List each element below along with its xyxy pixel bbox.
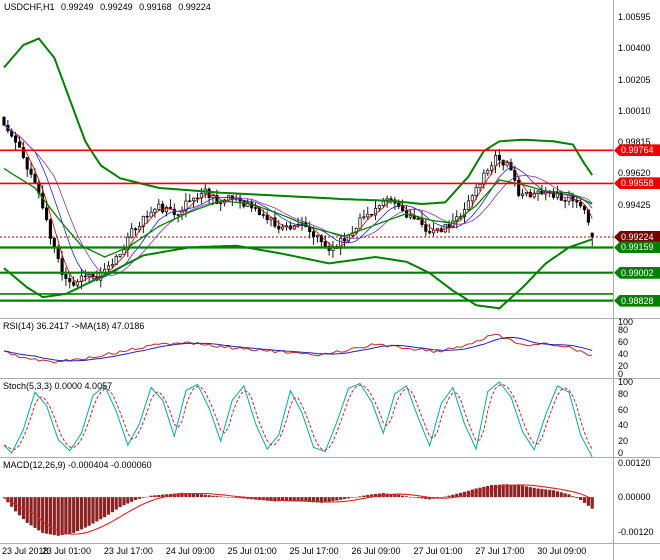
price-axis-label: 40 bbox=[618, 420, 629, 431]
current-price-label[interactable]: 0.99224 bbox=[614, 231, 660, 244]
time-axis-label: 23 Jul 2018 bbox=[2, 546, 49, 556]
time-axis-label: 27 Jul 01:00 bbox=[413, 546, 463, 556]
price-axis-label: 0.00120 bbox=[618, 457, 651, 468]
price-axis-label: 20 bbox=[618, 436, 629, 447]
time-axis-label: 23 Jul 17:00 bbox=[103, 546, 153, 556]
stochastic-title: Stoch(5,3,3) 0.0000 4.0057 bbox=[3, 381, 113, 391]
axis-separator bbox=[613, 0, 614, 560]
time-axis-label: 30 Jul 09:00 bbox=[537, 546, 587, 556]
price-axis-label: 60 bbox=[618, 404, 629, 415]
ohlc-open: 0.99249 bbox=[61, 2, 94, 12]
price-axis-label: 0 bbox=[618, 369, 624, 379]
time-axis-label: 26 Jul 09:00 bbox=[351, 546, 401, 556]
price-axis-label: 0.99620 bbox=[618, 168, 651, 179]
time-axis-label: 25 Jul 01:00 bbox=[227, 546, 277, 556]
price-axis-label: 100 bbox=[618, 317, 634, 327]
price-axis-label: 1.00010 bbox=[618, 105, 651, 116]
rsi-chart bbox=[3, 333, 593, 364]
panel-separator bbox=[0, 543, 660, 544]
support-price-label[interactable]: 0.99002 bbox=[614, 266, 660, 279]
stochastic-panel[interactable]: Stoch(5,3,3) 0.0000 4.0057 bbox=[0, 378, 613, 457]
time-axis-label: 25 Jul 17:00 bbox=[289, 546, 339, 556]
panel-separator bbox=[0, 318, 660, 319]
price-axis-label: 0.00000 bbox=[618, 492, 651, 503]
rsi-title: RSI(14) 36.2417 ->MA(18) 47.0186 bbox=[3, 321, 145, 331]
price-axis-label: 80 bbox=[618, 388, 629, 399]
support-price-label[interactable]: 0.98828 bbox=[614, 294, 660, 307]
price-axis-label: -0.00120 bbox=[618, 526, 654, 537]
ohlc-close: 0.99224 bbox=[178, 2, 211, 12]
price-axis-label: 0.99425 bbox=[618, 199, 651, 210]
ohlc-low: 0.99168 bbox=[139, 2, 172, 12]
macd-panel[interactable]: MACD(12,26,9) -0.000404 -0.000060 bbox=[0, 457, 613, 543]
price-axis-label: 1.00595 bbox=[618, 11, 651, 22]
rsi-panel[interactable]: RSI(14) 36.2417 ->MA(18) 47.0186 bbox=[0, 318, 613, 378]
panel-separator bbox=[0, 457, 660, 458]
time-axis-label: 24 Jul 09:00 bbox=[165, 546, 215, 556]
macd-title: MACD(12,26,9) -0.000404 -0.000060 bbox=[3, 460, 152, 470]
time-axis-label: 23 Jul 01:00 bbox=[41, 546, 91, 556]
price-axis-label: 0 bbox=[618, 448, 624, 458]
time-axis-label: 27 Jul 17:00 bbox=[475, 546, 525, 556]
price-axis-label: 60 bbox=[618, 337, 629, 347]
support-price-label[interactable]: 0.99159 bbox=[614, 241, 660, 254]
resistance-price-label[interactable]: 0.99558 bbox=[614, 177, 660, 190]
price-axis[interactable]: 1.00595 1.00400 1.00205 1.00010 0.99815 0.996… bbox=[614, 0, 660, 560]
price-axis-label: 20 bbox=[618, 361, 629, 371]
macd-chart bbox=[2, 484, 594, 536]
stochastic-chart bbox=[3, 381, 593, 457]
price-axis-label: 100 bbox=[618, 377, 634, 387]
price-axis-label: 80 bbox=[618, 325, 629, 335]
chart-title: USDCHF,H1 0.99249 0.99249 0.99168 0.9922… bbox=[4, 2, 215, 12]
price-axis-label: 40 bbox=[618, 349, 629, 359]
candlestick-chart bbox=[0, 37, 613, 310]
main-chart-panel[interactable]: USDCHF,H1 0.99249 0.99249 0.99168 0.9922… bbox=[0, 0, 613, 318]
price-axis-label: 0.99815 bbox=[618, 137, 651, 148]
panel-separator bbox=[0, 378, 660, 379]
ohlc-high: 0.99249 bbox=[100, 2, 133, 12]
symbol-timeframe-label: USDCHF,H1 bbox=[4, 2, 55, 12]
price-axis-label: 1.00205 bbox=[618, 74, 651, 85]
time-axis[interactable]: 23 Jul 2018 23 Jul 01:00 23 Jul 17:00 24 Ju… bbox=[0, 543, 612, 560]
price-axis-label: 1.00400 bbox=[618, 43, 651, 54]
resistance-price-label[interactable]: 0.99764 bbox=[614, 144, 660, 157]
